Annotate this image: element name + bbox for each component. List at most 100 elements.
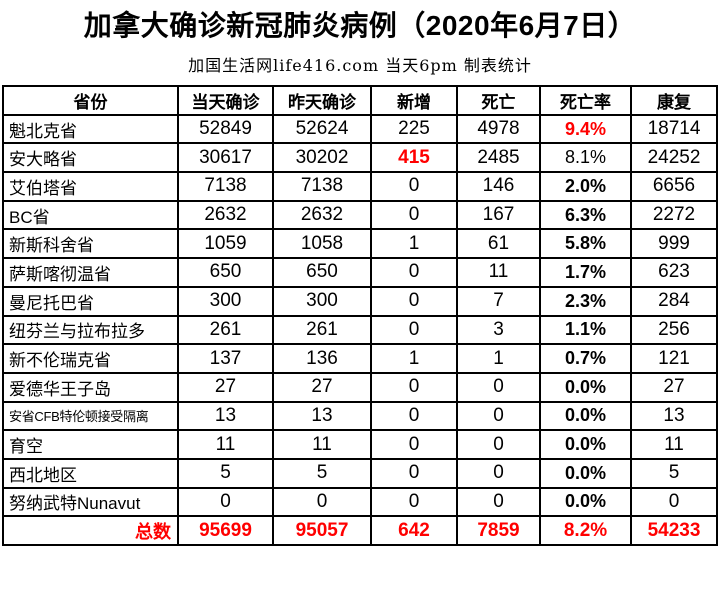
province-name: 安大略省 <box>2 142 179 174</box>
death-rate-value: 1.1% <box>539 314 632 346</box>
today-confirmed-value: 7138 <box>177 171 274 202</box>
yesterday-confirmed-value: 5 <box>272 457 372 489</box>
death-rate-value: 2.0% <box>539 171 632 202</box>
province-name: 魁北克省 <box>2 113 179 145</box>
recovered-value: 121 <box>630 343 718 374</box>
table-header-row: 省份 当天确诊 昨天确诊 新增 死亡 死亡率 康复 <box>2 85 718 116</box>
table-row-ontario: 安大略省 30617 30202 415 2485 8.1% 24252 <box>2 142 718 174</box>
death-rate-value: 0.7% <box>539 343 632 374</box>
province-name: 艾伯塔省 <box>2 171 179 202</box>
page: 加拿大确诊新冠肺炎病例（2020年6月7日） 加国生活网life416.com … <box>0 4 720 546</box>
recovered-value: 18714 <box>630 113 718 145</box>
death-rate-value: 0.0% <box>539 371 632 403</box>
province-name: BC省 <box>2 199 179 231</box>
death-rate-value: 0.0% <box>539 400 632 432</box>
death-rate-value: 5.8% <box>539 228 632 260</box>
province-name: 新斯科舍省 <box>2 228 179 260</box>
column-header-deaths: 死亡 <box>456 85 541 116</box>
page-subtitle: 加国生活网life416.com 当天6pm 制表统计 <box>188 56 532 75</box>
deaths-value: 2485 <box>456 142 541 174</box>
yesterday-confirmed-value: 0 <box>272 486 372 518</box>
today-confirmed-value: 1059 <box>177 228 274 260</box>
recovered-value: 999 <box>630 228 718 260</box>
new-cases-value: 1 <box>370 228 458 260</box>
province-name: 爱德华王子岛 <box>2 371 179 403</box>
today-confirmed-value: 5 <box>177 457 274 489</box>
total-today-confirmed: 95699 <box>177 515 274 546</box>
today-confirmed-value: 300 <box>177 285 274 317</box>
table-row-nova-scotia: 新斯科舍省 1059 1058 1 61 5.8% 999 <box>2 228 718 260</box>
deaths-value: 4978 <box>456 113 541 145</box>
new-cases-value: 0 <box>370 171 458 202</box>
table-row-nunavut: 努纳武特Nunavut 0 0 0 0 0.0% 0 <box>2 486 718 518</box>
column-header-death-rate: 死亡率 <box>539 85 632 116</box>
table-row-quebec: 魁北克省 52849 52624 225 4978 9.4% 18714 <box>2 113 718 145</box>
column-header-recovered: 康复 <box>630 85 718 116</box>
new-cases-value: 1 <box>370 343 458 374</box>
deaths-value: 0 <box>456 429 541 460</box>
death-rate-value: 0.0% <box>539 486 632 518</box>
recovered-value: 0 <box>630 486 718 518</box>
covid-stats-table: 省份 当天确诊 昨天确诊 新增 死亡 死亡率 康复 魁北克省 52849 526… <box>2 85 718 546</box>
province-name: 曼尼托巴省 <box>2 285 179 317</box>
death-rate-value: 0.0% <box>539 457 632 489</box>
province-name: 纽芬兰与拉布拉多 <box>2 314 179 346</box>
yesterday-confirmed-value: 11 <box>272 429 372 460</box>
death-rate-value: 2.3% <box>539 285 632 317</box>
total-recovered: 54233 <box>630 515 718 546</box>
yesterday-confirmed-value: 300 <box>272 285 372 317</box>
deaths-value: 1 <box>456 343 541 374</box>
deaths-value: 7 <box>456 285 541 317</box>
column-header-yesterday-confirmed: 昨天确诊 <box>272 85 372 116</box>
total-deaths: 7859 <box>456 515 541 546</box>
new-cases-value: 225 <box>370 113 458 145</box>
yesterday-confirmed-value: 30202 <box>272 142 372 174</box>
yesterday-confirmed-value: 650 <box>272 257 372 288</box>
province-name: 萨斯喀彻温省 <box>2 257 179 288</box>
today-confirmed-value: 27 <box>177 371 274 403</box>
column-header-today-confirmed: 当天确诊 <box>177 85 274 116</box>
today-confirmed-value: 261 <box>177 314 274 346</box>
death-rate-value: 8.1% <box>539 142 632 174</box>
table-row-pei: 爱德华王子岛 27 27 0 0 0.0% 27 <box>2 371 718 403</box>
total-death-rate: 8.2% <box>539 515 632 546</box>
table-total-row: 总数 95699 95057 642 7859 8.2% 54233 <box>2 515 718 546</box>
province-name: 努纳武特Nunavut <box>2 486 179 518</box>
yesterday-confirmed-value: 27 <box>272 371 372 403</box>
recovered-value: 24252 <box>630 142 718 174</box>
today-confirmed-value: 30617 <box>177 142 274 174</box>
recovered-value: 11 <box>630 429 718 460</box>
new-cases-value: 0 <box>370 486 458 518</box>
recovered-value: 623 <box>630 257 718 288</box>
recovered-value: 2272 <box>630 199 718 231</box>
recovered-value: 13 <box>630 400 718 432</box>
table-row-cfb-trenton: 安省CFB特伦顿接受隔离 13 13 0 0 0.0% 13 <box>2 400 718 432</box>
death-rate-value: 1.7% <box>539 257 632 288</box>
new-cases-value: 0 <box>370 457 458 489</box>
recovered-value: 6656 <box>630 171 718 202</box>
yesterday-confirmed-value: 1058 <box>272 228 372 260</box>
deaths-value: 167 <box>456 199 541 231</box>
recovered-value: 256 <box>630 314 718 346</box>
deaths-value: 61 <box>456 228 541 260</box>
total-label: 总数 <box>2 515 179 546</box>
new-cases-value: 0 <box>370 199 458 231</box>
province-name: 新不伦瑞克省 <box>2 343 179 374</box>
deaths-value: 0 <box>456 486 541 518</box>
new-cases-value: 0 <box>370 400 458 432</box>
column-header-province: 省份 <box>2 85 179 116</box>
deaths-value: 0 <box>456 457 541 489</box>
deaths-value: 11 <box>456 257 541 288</box>
today-confirmed-value: 0 <box>177 486 274 518</box>
today-confirmed-value: 52849 <box>177 113 274 145</box>
deaths-value: 3 <box>456 314 541 346</box>
today-confirmed-value: 2632 <box>177 199 274 231</box>
table-row-saskatchewan: 萨斯喀彻温省 650 650 0 11 1.7% 623 <box>2 257 718 288</box>
yesterday-confirmed-value: 136 <box>272 343 372 374</box>
recovered-value: 27 <box>630 371 718 403</box>
table-row-manitoba: 曼尼托巴省 300 300 0 7 2.3% 284 <box>2 285 718 317</box>
today-confirmed-value: 13 <box>177 400 274 432</box>
table-row-northwest-territories: 西北地区 5 5 0 0 0.0% 5 <box>2 457 718 489</box>
deaths-value: 0 <box>456 371 541 403</box>
death-rate-value: 9.4% <box>539 113 632 145</box>
